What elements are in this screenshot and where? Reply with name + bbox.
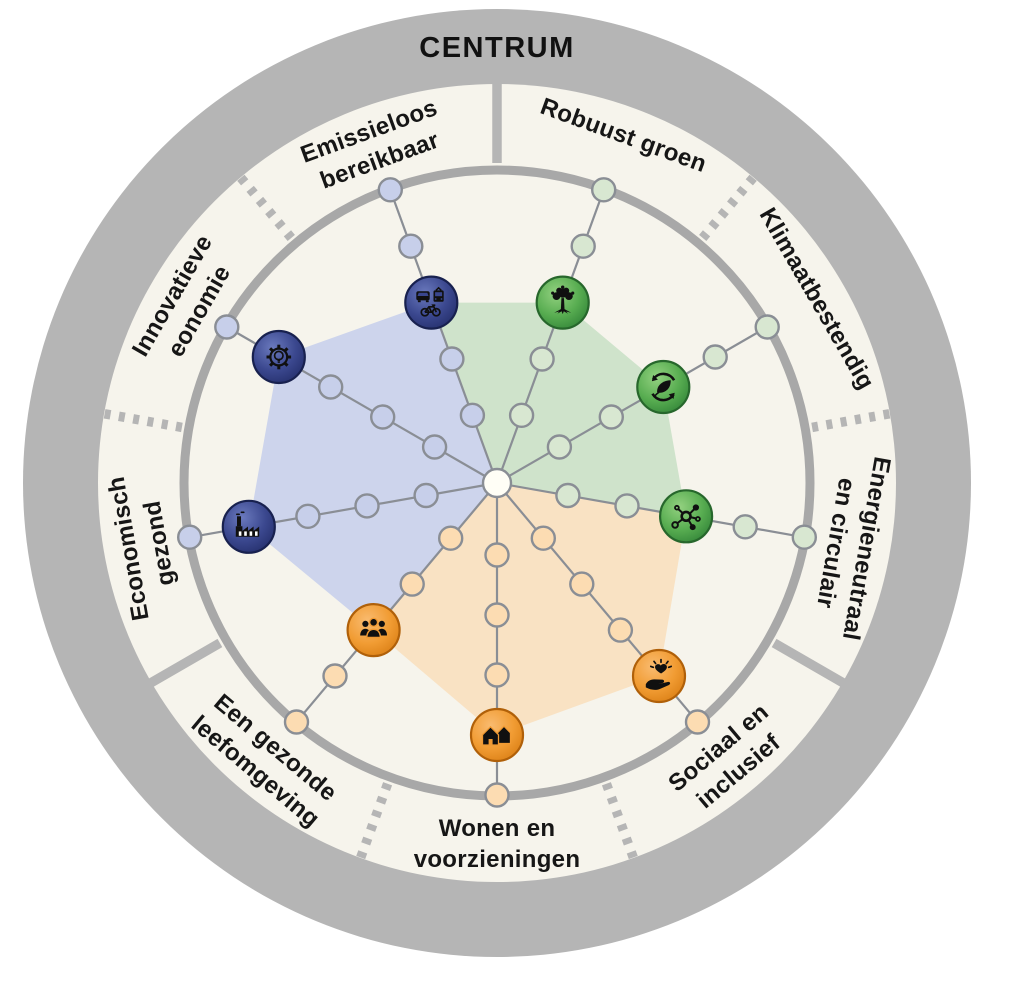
hand-heart-icon	[631, 648, 687, 704]
score-icon-circle	[658, 489, 714, 544]
step-dot	[732, 514, 758, 540]
step-dot	[598, 404, 624, 430]
step-dot	[421, 434, 448, 460]
theme-icons	[221, 275, 714, 763]
score-icon-circle	[251, 329, 306, 385]
factory-icon	[221, 499, 276, 554]
network-icon	[658, 489, 714, 544]
sector-label-wonen-en-voorzieningen: Wonen en voorzieningen	[414, 815, 581, 873]
step-dot	[484, 782, 510, 808]
step-dot	[684, 709, 711, 735]
step-dot	[370, 404, 396, 430]
center-dot	[481, 467, 513, 499]
step-dot	[754, 314, 780, 340]
step-dot	[508, 402, 535, 428]
step-dot	[439, 346, 465, 372]
step-dot	[530, 525, 556, 551]
step-dot	[459, 402, 486, 428]
step-dot	[702, 344, 728, 370]
svg-text:Wonen en: Wonen en	[439, 815, 556, 842]
step-dot	[318, 374, 344, 400]
score-icon-circle	[404, 275, 459, 330]
step-dot	[214, 314, 240, 340]
step-dot	[283, 709, 310, 735]
gear-lightbulb-icon	[251, 329, 306, 385]
step-dots	[176, 177, 817, 808]
step-dot	[591, 177, 617, 203]
group-divider	[771, 638, 848, 689]
step-dot	[607, 617, 634, 643]
step-dot	[377, 177, 403, 203]
people-icon	[346, 602, 401, 658]
step-dot	[484, 602, 510, 628]
score-icon-circle	[221, 499, 276, 554]
step-dot	[398, 233, 424, 259]
step-dot	[399, 571, 425, 597]
houses-icon	[469, 707, 525, 763]
step-dot	[614, 493, 640, 519]
score-areas	[248, 302, 687, 735]
score-area-economie	[248, 302, 497, 631]
step-dot	[484, 542, 510, 568]
step-dot	[570, 233, 596, 259]
step-dot	[295, 503, 321, 529]
svg-text:voorzieningen: voorzieningen	[414, 846, 581, 873]
step-dot	[176, 524, 203, 550]
group-divider	[146, 638, 223, 689]
score-icon-circle	[631, 648, 687, 704]
tree-icon	[535, 275, 590, 330]
step-dot	[438, 525, 464, 551]
step-dot	[413, 482, 439, 509]
step-dot	[546, 434, 573, 460]
wheel-title: CENTRUM	[419, 32, 575, 64]
step-dot	[555, 482, 581, 509]
step-dot	[484, 662, 510, 688]
step-dot	[569, 571, 595, 597]
step-dot	[791, 524, 817, 550]
step-dot	[322, 663, 348, 689]
step-dot	[529, 346, 555, 372]
step-dot	[354, 493, 380, 519]
score-area-groen	[431, 302, 687, 517]
leaf-cycle-icon	[636, 359, 691, 415]
mobility-icon	[404, 275, 459, 330]
sector-dividers	[100, 81, 894, 863]
